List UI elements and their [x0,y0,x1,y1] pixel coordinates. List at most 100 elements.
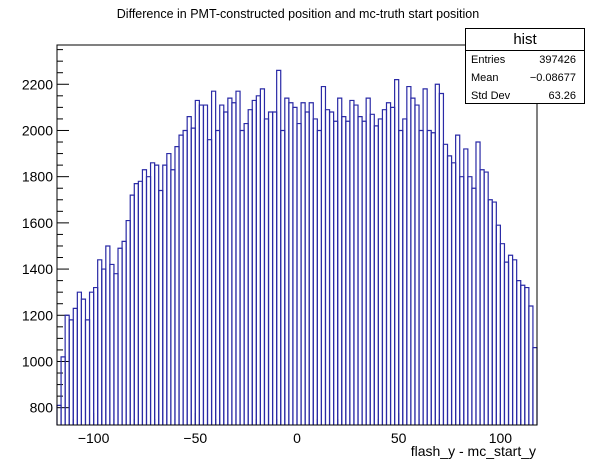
histogram-bin [365,97,371,425]
stats-row-mean: Mean −0.08677 [466,69,584,87]
histogram-bin [235,90,241,425]
y-tick-label: 1600 [22,215,53,231]
x-tick-label: −50 [183,430,207,446]
histogram-bin [231,102,237,425]
y-tick-label: 1000 [22,353,53,369]
histogram-bin [422,88,428,425]
x-axis-label: flash_y - mc_start_y [410,443,536,459]
histogram-bin [158,189,164,425]
x-tick-label: −100 [78,430,110,446]
histogram-bin [353,104,359,425]
histogram-bin [487,199,493,425]
histogram-bin [117,247,123,425]
histogram-bin [333,120,339,425]
histogram-bin [284,97,290,425]
histogram-bin [304,111,310,425]
histogram-bin [227,97,233,425]
y-tick-label: 2000 [22,122,53,138]
histogram-bin [471,187,477,425]
histogram-bin [414,104,420,425]
histogram-bin [292,106,298,425]
histogram-bin [507,254,514,425]
histogram-bin [373,125,379,425]
histogram-bin [463,148,469,425]
histogram-bin [389,106,396,425]
histogram-bin [418,129,424,425]
stats-box: hist Entries 397426 Mean −0.08677 Std De… [465,28,585,104]
histogram-bin [170,169,176,425]
histogram-bin [328,111,335,425]
histogram-bin [316,129,323,425]
histogram-bin [93,286,99,425]
histogram-bin [109,263,115,425]
histogram-bin [162,164,168,425]
stats-std-value: 63.26 [548,90,576,102]
chart-title: Difference in PMT-constructed position a… [116,7,480,21]
stats-mean-label: Mean [471,72,499,84]
histogram-bin [125,219,131,425]
histogram-bin [296,122,302,425]
histogram-bin [186,116,192,425]
histogram-bin [68,319,74,425]
histogram-bin [385,102,392,425]
histogram-bin [166,152,172,425]
stats-row-entries: Entries 397426 [466,51,584,69]
histogram-bin [243,122,249,425]
histogram-bin [402,118,408,425]
histogram-bin [345,120,351,425]
histogram-bin [247,109,253,425]
histogram-bin [113,273,119,425]
y-axis-ticks: 800 1000 1200 1400 1600 1800 2000 2200 [22,49,69,416]
histogram-bin [394,79,400,425]
histogram-bin [223,111,229,425]
histogram-bin [121,240,127,425]
histogram-bin [312,118,318,425]
histogram-bin [97,259,103,425]
histogram-bin [255,95,261,425]
histogram-bin [495,224,501,425]
y-tick-label: 800 [30,400,54,416]
histogram-bin [532,347,538,425]
histogram-bin [101,268,107,425]
histogram-bin [511,259,518,425]
histogram-bin [349,99,355,425]
histogram-bin [308,102,314,425]
histogram-bin [251,99,257,425]
histogram-bin [442,143,449,425]
histogram-bin [267,111,274,425]
histogram-bin [60,356,66,425]
histogram-bin [154,164,160,425]
x-tick-label: 100 [489,430,513,446]
histogram-bin [271,111,278,425]
histogram-bin [434,83,440,425]
histogram-bin [450,162,457,425]
histogram-bin [430,132,436,425]
histogram-bin [361,120,367,425]
histogram-bin [137,180,144,425]
histogram-bin [84,319,91,425]
histogram-bin [263,118,270,425]
histogram-bin [80,298,87,425]
stats-entries-value: 397426 [539,54,576,66]
histogram-bin [64,314,70,425]
histogram-bin [475,141,481,425]
histogram-bin [206,139,213,425]
histogram-bin [72,307,78,425]
histogram-bin [105,245,111,425]
histogram-bin [190,127,196,425]
histogram-bin [88,291,95,425]
y-tick-label: 2200 [22,76,53,92]
histogram-bin [219,104,225,425]
histogram-bins [56,69,538,425]
histogram-bin [467,176,473,425]
histogram-bin [369,113,375,425]
histogram-bin [276,69,282,425]
histogram-bin [503,261,510,425]
histogram-bin [320,85,327,425]
stats-box-title: hist [466,29,584,51]
stats-row-std: Std Dev 63.26 [466,87,584,105]
histogram-bin [357,116,363,425]
y-tick-label: 1400 [22,261,53,277]
histogram-bin [198,104,205,425]
